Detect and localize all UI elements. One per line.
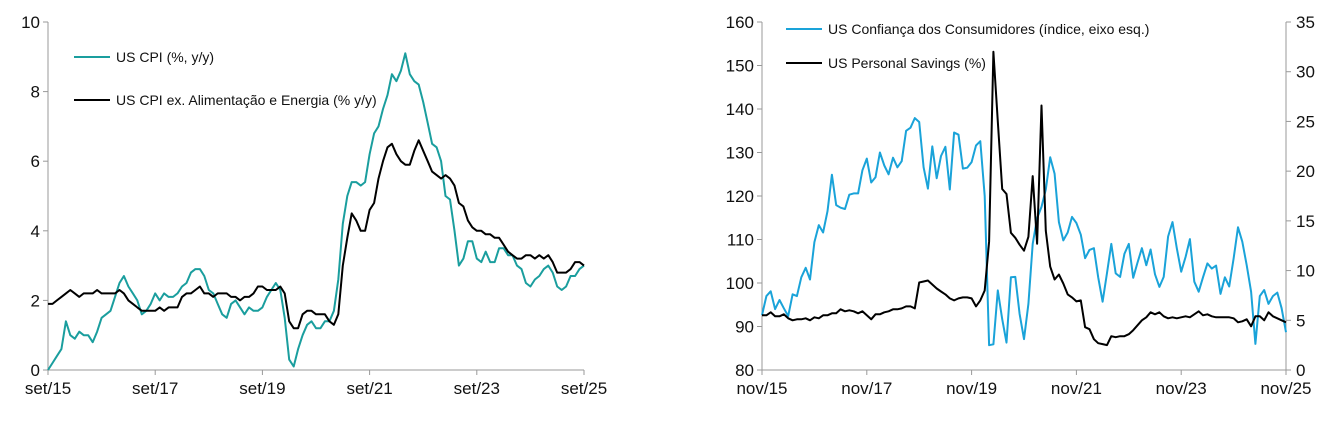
legend-label-1: US CPI (%, y/y) — [116, 49, 214, 65]
y-tick-label: 110 — [727, 231, 754, 250]
series-line-2 — [48, 139, 585, 330]
x-tick-label: set/23 — [454, 379, 500, 398]
y-tick-label: 0 — [31, 361, 40, 380]
y-tick-label: 150 — [726, 57, 754, 76]
x-tick-label: nov/15 — [736, 379, 787, 398]
y-tick-label: 130 — [726, 144, 754, 163]
y-tick-label: 120 — [726, 187, 754, 206]
y2-tick-label: 35 — [1296, 13, 1315, 32]
x-tick-label: nov/21 — [1051, 379, 1102, 398]
y-tick-label: 80 — [735, 361, 754, 380]
y-tick-label: 4 — [31, 222, 40, 241]
y2-tick-label: 20 — [1296, 162, 1315, 181]
x-tick-label: set/21 — [346, 379, 392, 398]
confidence-savings-chart: 80 90 100 110 120 130 140 150 160 0 5 10 15 20 25 30 35 n… — [726, 13, 1315, 398]
series-line-1 — [761, 117, 1287, 347]
series-line-2 — [762, 50, 1287, 347]
legend-label-2: US CPI ex. Alimentação e Energia (% y/y) — [116, 92, 377, 108]
y2-tick-label: 5 — [1296, 311, 1305, 330]
x-tick-label: set/15 — [25, 379, 71, 398]
x-tick-label: nov/25 — [1260, 379, 1311, 398]
y-tick-label: 8 — [31, 83, 40, 102]
legend-label-1: US Confiança dos Consumidores (índice, e… — [828, 21, 1149, 37]
y-tick-label: 160 — [726, 13, 754, 32]
x-tick-label: set/25 — [561, 379, 607, 398]
x-tick-label: nov/17 — [841, 379, 892, 398]
y-tick-label: 140 — [726, 100, 754, 119]
y2-tick-label: 0 — [1296, 361, 1305, 380]
y-tick-label: 100 — [726, 274, 754, 293]
cpi-chart: 0 2 4 6 8 10 set/15 set/17 set/19 set/21 set/23 set… — [21, 13, 607, 398]
x-tick-label: nov/23 — [1156, 379, 1207, 398]
y2-tick-label: 10 — [1296, 262, 1315, 281]
x-tick-label: set/19 — [239, 379, 285, 398]
y2-tick-label: 15 — [1296, 212, 1315, 231]
y-tick-label: 6 — [31, 152, 40, 171]
series-line-1 — [47, 52, 585, 371]
x-tick-label: nov/19 — [946, 379, 997, 398]
y-tick-label: 10 — [21, 13, 40, 32]
y-tick-label: 2 — [31, 291, 40, 310]
x-tick-label: set/17 — [132, 379, 178, 398]
legend-label-2: US Personal Savings (%) — [828, 55, 986, 71]
y2-tick-label: 30 — [1296, 63, 1315, 82]
y-tick-label: 90 — [735, 318, 754, 337]
y2-tick-label: 25 — [1296, 112, 1315, 131]
